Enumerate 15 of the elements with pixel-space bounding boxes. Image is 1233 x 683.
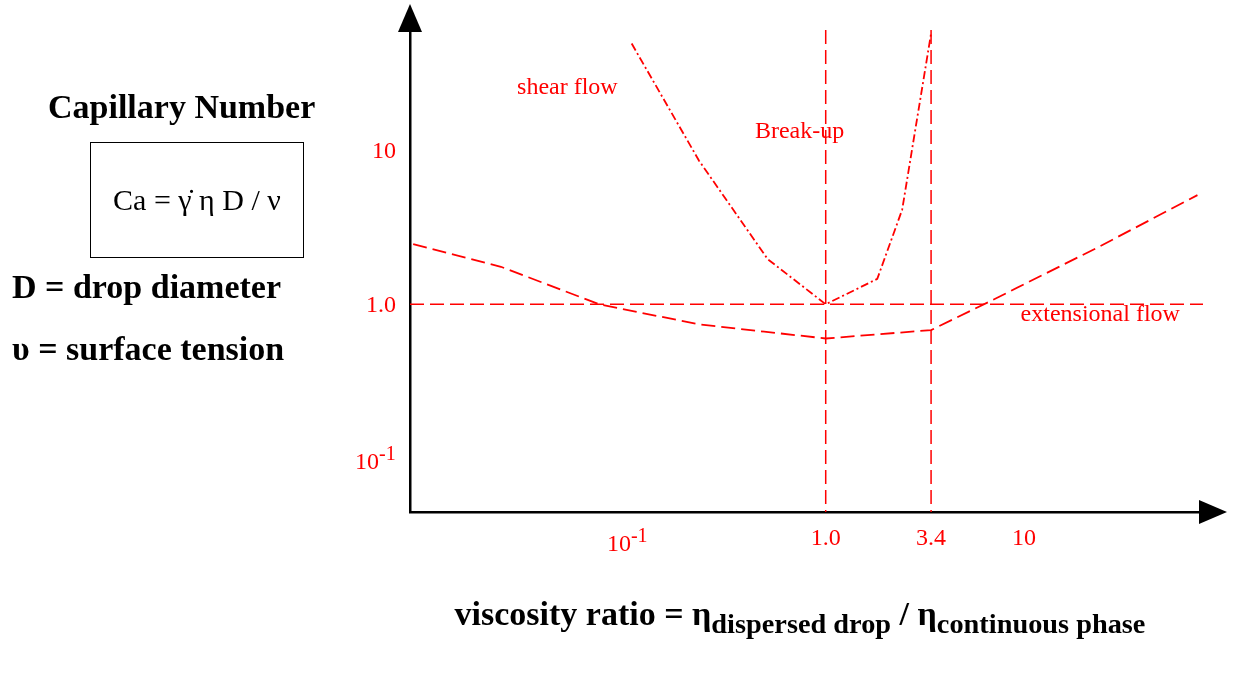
- y-tick-label: 1.0: [366, 290, 396, 318]
- text: Ca = γ̇ η D / ν: [90, 142, 304, 258]
- x-tick-label: 10$^{-1}$: [606, 524, 648, 557]
- y-tick-label: 10$^{-1}$: [355, 442, 396, 475]
- annotation: shear flow: [517, 73, 618, 101]
- text: D = drop diameter: [12, 268, 281, 306]
- x-tick-label: 10: [1011, 524, 1036, 551]
- annotation: extensional flow: [1020, 299, 1180, 327]
- annotation: Break-up: [754, 116, 845, 144]
- x-axis-title: viscosity ratio = η$_{dispersed drop}$ / η$_{continuous phase}$: [453, 595, 1147, 640]
- x-tick-label: 1.0: [810, 524, 841, 551]
- text: υ = surface tension: [12, 330, 285, 368]
- y-tick-label: 10: [372, 136, 396, 164]
- x-tick-label: 3.4: [916, 524, 947, 551]
- text: Capillary Number: [48, 88, 316, 126]
